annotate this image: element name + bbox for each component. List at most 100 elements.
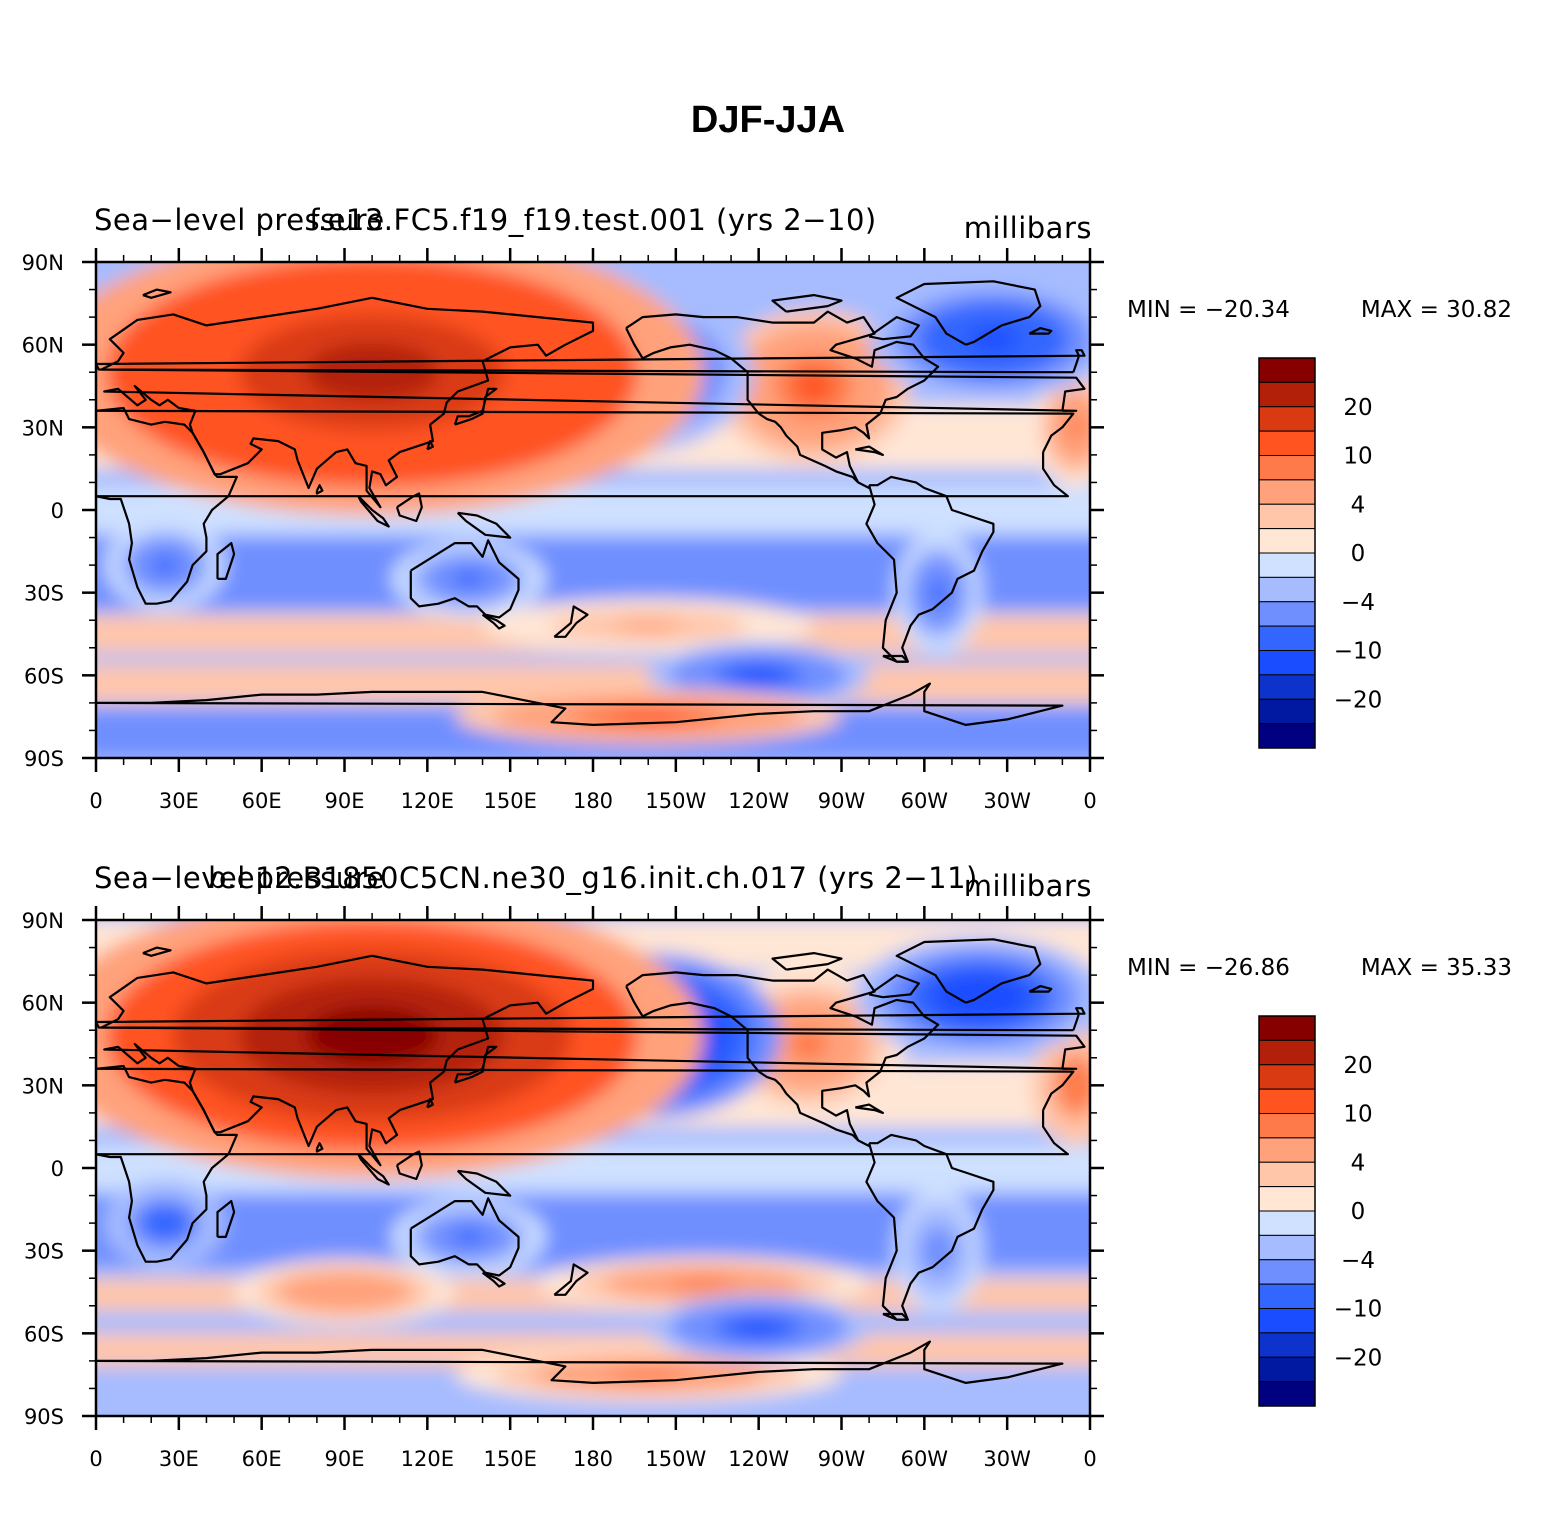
colorbar-swatch bbox=[1258, 455, 1316, 481]
colorbar-swatch bbox=[1258, 503, 1316, 530]
y-tick-label: 30N bbox=[22, 1074, 64, 1098]
colorbar-swatch bbox=[1258, 723, 1316, 749]
coastline bbox=[1452, 1171, 1505, 1196]
x-tick-label: 150E bbox=[483, 789, 536, 813]
coastline bbox=[625, 310, 940, 490]
colorbar-swatch bbox=[1258, 528, 1316, 554]
panel-top: Sea−level pressure f.e13.FC5.f19_f19.tes… bbox=[0, 203, 1541, 813]
field-contour bbox=[929, 1238, 947, 1263]
y-tick-label: 60N bbox=[22, 334, 64, 358]
colorbar-swatch bbox=[1258, 625, 1316, 651]
coastline bbox=[315, 484, 324, 495]
y-tick-label: 60N bbox=[22, 992, 64, 1016]
x-tick-label: 0 bbox=[1083, 1447, 1096, 1471]
colorbar-swatch bbox=[1258, 479, 1316, 505]
field-contour bbox=[789, 1028, 828, 1060]
colorbar-swatch bbox=[1258, 552, 1316, 578]
colorbar-label: 20 bbox=[1343, 395, 1372, 421]
coastline bbox=[1477, 615, 1499, 629]
y-tick-label: 30S bbox=[24, 582, 64, 606]
coastline bbox=[0, 1342, 68, 1383]
coastline bbox=[96, 406, 1075, 605]
coastline bbox=[1405, 1198, 1513, 1275]
y-tick-label: 0 bbox=[51, 499, 64, 523]
y-tick-label: 30N bbox=[22, 416, 64, 440]
field-contour bbox=[152, 1214, 178, 1232]
coastline bbox=[1421, 441, 1427, 449]
coastline bbox=[456, 511, 512, 539]
panel-units: millibars bbox=[964, 211, 1092, 245]
x-tick-label: 30E bbox=[159, 789, 199, 813]
panel-left-title: Sea−level pressure bbox=[94, 861, 385, 895]
x-tick-label: 30W bbox=[983, 1447, 1031, 1471]
field-contour bbox=[670, 1278, 737, 1290]
coastline bbox=[216, 1200, 236, 1238]
coastline bbox=[1028, 985, 1053, 993]
x-tick-label: 120W bbox=[728, 789, 789, 813]
colorbar-swatch bbox=[1258, 1283, 1316, 1309]
coastline bbox=[553, 1263, 589, 1296]
panel-units: millibars bbox=[964, 869, 1092, 903]
y-tick-label: 90N bbox=[22, 251, 64, 275]
field-contour bbox=[929, 580, 947, 605]
colorbar-swatch bbox=[1258, 674, 1316, 700]
coastline bbox=[96, 1007, 1086, 1032]
field-contour bbox=[736, 1321, 781, 1335]
x-tick-label: 90W bbox=[818, 1447, 866, 1471]
colorbar-swatch bbox=[1258, 1015, 1316, 1041]
x-tick-label: 0 bbox=[89, 1447, 102, 1471]
coastline bbox=[1452, 513, 1505, 538]
coastline bbox=[868, 316, 920, 341]
field-contour bbox=[968, 327, 1019, 352]
colorbar-swatch bbox=[1258, 1039, 1316, 1066]
coastline bbox=[868, 974, 920, 999]
coastline bbox=[100, 296, 1086, 509]
colorbar-swatch bbox=[1258, 1064, 1316, 1090]
coastline bbox=[481, 1271, 506, 1288]
coastline bbox=[1477, 1273, 1499, 1287]
coastline bbox=[1096, 298, 1541, 507]
coastline bbox=[357, 1153, 390, 1186]
coastline bbox=[96, 1064, 1075, 1263]
colorbar-label: 4 bbox=[1351, 1150, 1366, 1176]
y-tick-label: 30S bbox=[24, 1240, 64, 1264]
coastline bbox=[1449, 1047, 1491, 1083]
coastline bbox=[865, 1133, 995, 1321]
panel-left-title: Sea−level pressure bbox=[94, 203, 385, 237]
coastline bbox=[0, 684, 68, 725]
colorbar-swatch bbox=[1258, 1113, 1316, 1139]
x-tick-label: 60W bbox=[901, 789, 949, 813]
colorbar-label: −10 bbox=[1334, 1297, 1383, 1323]
x-tick-label: 30W bbox=[983, 789, 1031, 813]
field-contour bbox=[322, 1285, 367, 1299]
figure-title: DJF-JJA bbox=[691, 99, 845, 141]
coastline bbox=[625, 968, 940, 1148]
coastline bbox=[771, 294, 843, 313]
coastline bbox=[453, 1045, 498, 1084]
coastline bbox=[0, 298, 91, 507]
coastline bbox=[882, 654, 909, 663]
x-tick-label: 90W bbox=[818, 789, 866, 813]
coastline bbox=[1028, 327, 1053, 335]
colorbar: 20 10 4 0 −4 −10 −20 bbox=[1258, 357, 1383, 749]
colorbar-swatch bbox=[1258, 1308, 1316, 1334]
coastline bbox=[1405, 540, 1513, 617]
x-tick-label: 180 bbox=[573, 1447, 613, 1471]
y-tick-label: 90S bbox=[24, 1405, 64, 1429]
colorbar-swatch bbox=[1258, 576, 1316, 603]
field-contour bbox=[609, 711, 687, 723]
x-tick-label: 150E bbox=[483, 1447, 536, 1471]
colorbar-swatch bbox=[1258, 1186, 1316, 1212]
colorbar-label: −20 bbox=[1334, 687, 1383, 713]
coastline bbox=[96, 1340, 1064, 1384]
min-label: MIN = −20.34 bbox=[1127, 297, 1290, 323]
coastline bbox=[855, 1103, 884, 1114]
colorbar-swatch bbox=[1258, 381, 1316, 408]
coastline bbox=[895, 280, 1042, 346]
y-tick-label: 90N bbox=[22, 909, 64, 933]
coastline bbox=[456, 1169, 512, 1197]
y-tick-label: 90S bbox=[24, 747, 64, 771]
coastline bbox=[1212, 543, 1229, 579]
colorbar-label: 0 bbox=[1351, 541, 1366, 567]
colorbar-swatch bbox=[1258, 357, 1316, 383]
